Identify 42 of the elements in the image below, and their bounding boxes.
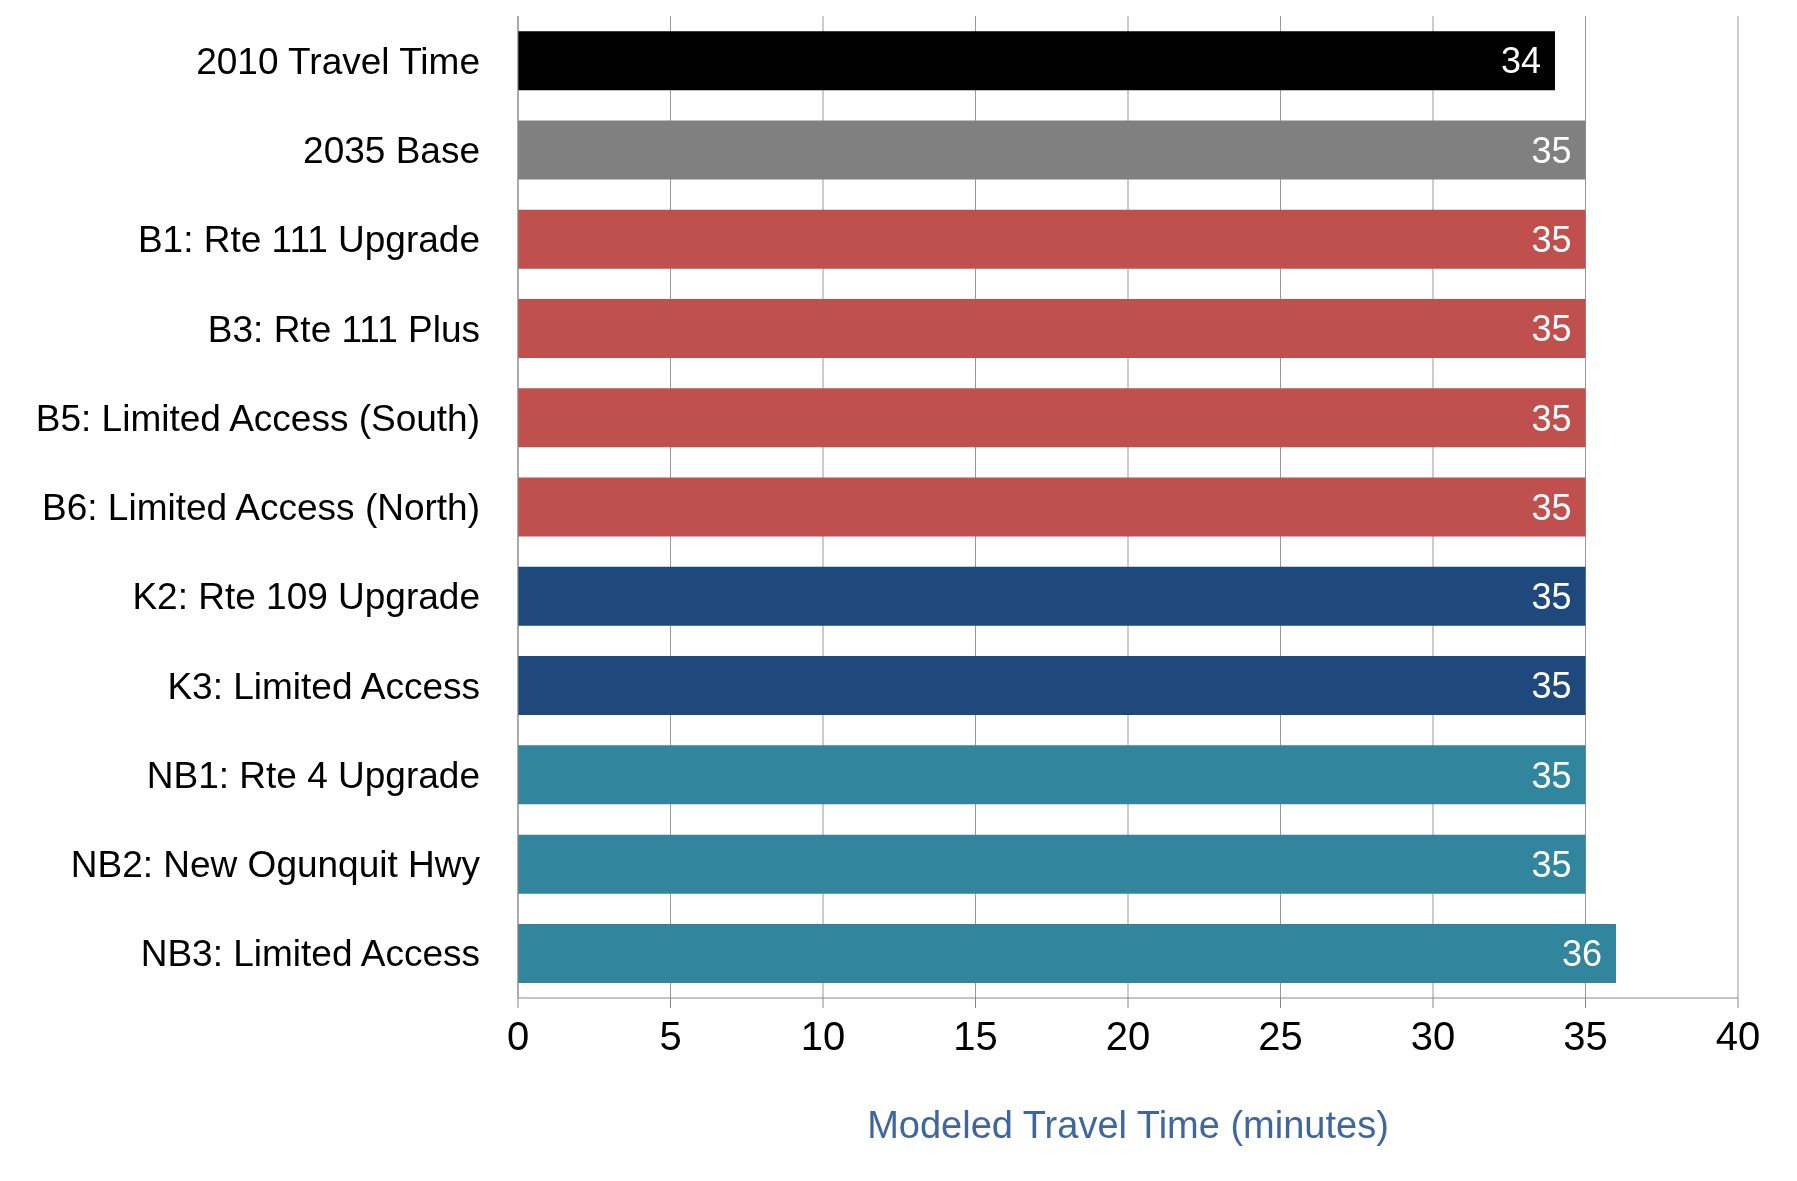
data-label: 35 — [1531, 308, 1572, 350]
bar — [518, 477, 1586, 537]
x-axis-title: Modeled Travel Time (minutes) — [867, 1104, 1389, 1146]
x-tick-label: 35 — [1563, 1014, 1608, 1059]
x-tick-label: 30 — [1410, 1014, 1456, 1059]
y-tick-label: NB1: Rte 4 Upgrade — [146, 754, 480, 796]
data-label: 34 — [1500, 40, 1541, 82]
x-tick-label: 0 — [506, 1014, 530, 1059]
data-label: 35 — [1531, 219, 1572, 260]
y-tick-label: 2035 Base — [303, 130, 480, 172]
bar — [518, 923, 1616, 983]
y-tick-label: B1: Rte 111 Upgrade — [137, 219, 480, 261]
bar — [518, 209, 1586, 269]
data-label: 35 — [1531, 486, 1572, 528]
data-label: 35 — [1531, 843, 1572, 885]
x-tick-label: 20 — [1105, 1014, 1151, 1059]
data-label: 35 — [1531, 665, 1572, 707]
y-tick-label: 2010 Travel Time — [196, 40, 480, 82]
x-tick-label: 40 — [1715, 1014, 1761, 1059]
bar — [518, 834, 1586, 894]
x-tick-label: 10 — [800, 1014, 846, 1059]
x-tick-label: 15 — [953, 1014, 998, 1059]
data-label: 35 — [1531, 576, 1572, 618]
y-tick-label: K3: Limited Access — [167, 665, 480, 707]
bar — [518, 656, 1586, 716]
data-label: 35 — [1531, 129, 1572, 171]
data-label: 35 — [1531, 397, 1572, 439]
y-tick-label: B6: Limited Access (North) — [42, 487, 480, 529]
y-tick-label: NB3: Limited Access — [140, 933, 480, 975]
y-tick-label: NB2: New Ogunquit Hwy — [70, 844, 481, 886]
x-tick-label: 25 — [1258, 1014, 1303, 1059]
bar — [518, 298, 1586, 358]
bar — [518, 388, 1586, 448]
y-tick-label: K2: Rte 109 Upgrade — [132, 576, 480, 618]
bar — [518, 31, 1555, 91]
y-tick-label: B3: Rte 111 Plus — [207, 308, 480, 350]
data-label: 36 — [1561, 933, 1602, 975]
x-tick-label: 5 — [659, 1014, 682, 1059]
y-tick-label: B5: Limited Access (South) — [35, 397, 480, 439]
bar — [518, 745, 1586, 805]
data-label: 35 — [1531, 754, 1572, 796]
bar — [518, 566, 1586, 626]
